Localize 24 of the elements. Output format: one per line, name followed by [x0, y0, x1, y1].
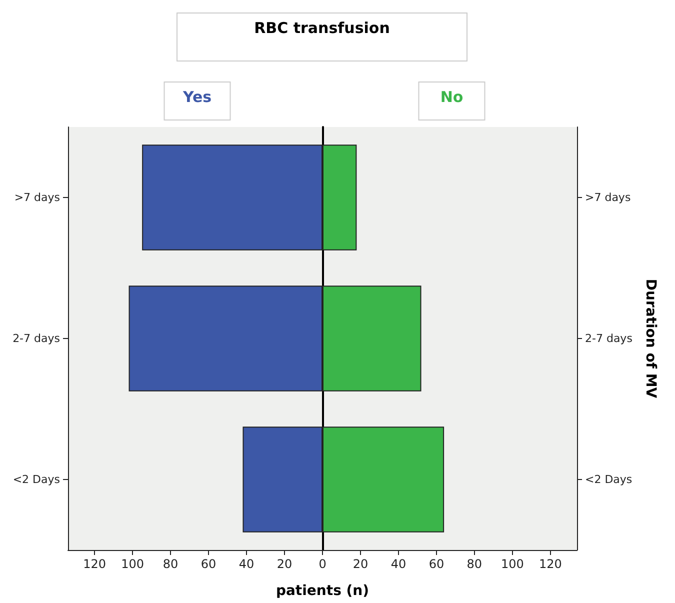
- x-tick-label: 40: [238, 557, 254, 571]
- x-tick-label: 60: [200, 557, 216, 571]
- x-tick-label: 80: [162, 557, 178, 571]
- y-tick-label: <2 Days: [12, 473, 60, 486]
- category-label: <2 Days: [585, 473, 632, 486]
- y-tick-label: >7 days: [14, 191, 60, 204]
- x-tick-label: 60: [428, 557, 444, 571]
- x-tick-label: 20: [352, 557, 368, 571]
- x-tick-label: 100: [500, 557, 524, 571]
- x-tick-label: 0: [318, 557, 326, 571]
- text: Yes: [182, 88, 212, 106]
- category-label: 2-7 days: [585, 332, 632, 345]
- x-axis-title: patients (n): [276, 583, 370, 599]
- x-tick-label: 100: [121, 557, 144, 571]
- x-tick-label: 120: [538, 557, 562, 571]
- legend-title: RBC transfusion: [254, 19, 390, 37]
- y-tick-label: 2-7 days: [12, 332, 60, 345]
- x-tick-label: 20: [276, 557, 292, 571]
- y-axis-title: Duration of MV: [642, 278, 658, 398]
- x-tick-label: 40: [390, 557, 406, 571]
- x-tick-label: 120: [83, 557, 106, 571]
- text: No: [440, 88, 464, 106]
- category-label: >7 days: [585, 191, 631, 204]
- x-tick-label: 80: [466, 557, 482, 571]
